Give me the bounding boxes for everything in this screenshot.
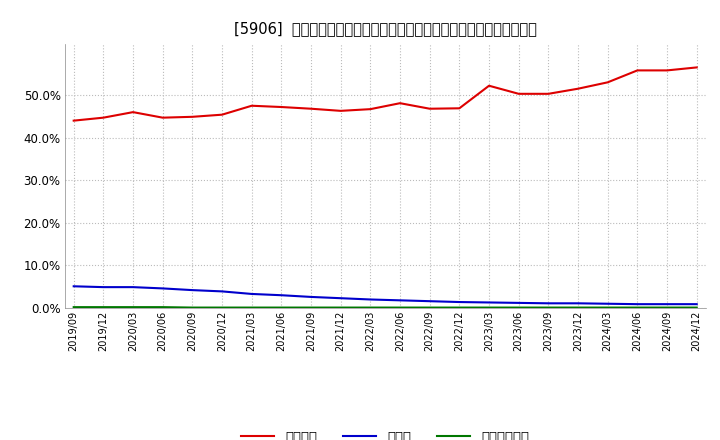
自己資本 bbox=[69, 118, 78, 123]
自己資本 bbox=[99, 115, 108, 120]
自己資本 bbox=[277, 104, 286, 110]
自己資本 bbox=[396, 101, 405, 106]
自己資本 bbox=[366, 106, 374, 112]
自己資本 bbox=[426, 106, 434, 111]
自己資本 bbox=[248, 103, 256, 108]
自己資本 bbox=[336, 108, 345, 114]
繰延税金資産 bbox=[217, 305, 226, 310]
繰延税金資産 bbox=[574, 305, 582, 310]
のれん bbox=[217, 289, 226, 294]
のれん bbox=[307, 294, 315, 300]
のれん bbox=[693, 301, 701, 307]
自己資本 bbox=[485, 83, 493, 88]
自己資本 bbox=[662, 68, 671, 73]
繰延税金資産 bbox=[158, 304, 167, 310]
自己資本 bbox=[455, 106, 464, 111]
繰延税金資産 bbox=[129, 304, 138, 310]
Line: のれん: のれん bbox=[73, 286, 697, 304]
Legend: 自己資本, のれん, 繰延税金資産: 自己資本, のれん, 繰延税金資産 bbox=[236, 425, 534, 440]
自己資本 bbox=[158, 115, 167, 120]
自己資本 bbox=[129, 110, 138, 115]
繰延税金資産 bbox=[396, 305, 405, 310]
繰延税金資産 bbox=[426, 305, 434, 310]
自己資本 bbox=[633, 68, 642, 73]
繰延税金資産 bbox=[455, 305, 464, 310]
のれん bbox=[662, 301, 671, 307]
のれん bbox=[248, 291, 256, 297]
自己資本 bbox=[514, 91, 523, 96]
繰延税金資産 bbox=[633, 305, 642, 310]
のれん bbox=[455, 299, 464, 304]
自己資本 bbox=[574, 86, 582, 92]
のれん bbox=[485, 300, 493, 305]
繰延税金資産 bbox=[248, 305, 256, 310]
のれん bbox=[574, 301, 582, 306]
のれん bbox=[514, 300, 523, 305]
のれん bbox=[69, 284, 78, 289]
繰延税金資産 bbox=[307, 305, 315, 310]
繰延税金資産 bbox=[366, 305, 374, 310]
繰延税金資産 bbox=[662, 305, 671, 310]
のれん bbox=[336, 296, 345, 301]
のれん bbox=[544, 301, 553, 306]
のれん bbox=[188, 287, 197, 293]
繰延税金資産 bbox=[277, 305, 286, 310]
繰延税金資産 bbox=[603, 305, 612, 310]
のれん bbox=[129, 285, 138, 290]
繰延税金資産 bbox=[188, 305, 197, 310]
のれん bbox=[633, 301, 642, 307]
Line: 自己資本: 自己資本 bbox=[73, 67, 697, 121]
のれん bbox=[396, 298, 405, 303]
のれん bbox=[277, 293, 286, 298]
自己資本 bbox=[693, 65, 701, 70]
繰延税金資産 bbox=[544, 305, 553, 310]
自己資本 bbox=[603, 80, 612, 85]
自己資本 bbox=[307, 106, 315, 111]
のれん bbox=[99, 285, 108, 290]
繰延税金資産 bbox=[693, 305, 701, 310]
のれん bbox=[158, 286, 167, 291]
自己資本 bbox=[188, 114, 197, 119]
Title: [5906]  自己資本、のれん、繰延税金資産の総資産に対する比率の推移: [5906] 自己資本、のれん、繰延税金資産の総資産に対する比率の推移 bbox=[234, 21, 536, 36]
自己資本 bbox=[217, 112, 226, 117]
繰延税金資産 bbox=[336, 305, 345, 310]
のれん bbox=[366, 297, 374, 302]
繰延税金資産 bbox=[99, 304, 108, 310]
繰延税金資産 bbox=[485, 305, 493, 310]
のれん bbox=[426, 299, 434, 304]
のれん bbox=[603, 301, 612, 306]
繰延税金資産 bbox=[514, 305, 523, 310]
繰延税金資産 bbox=[69, 304, 78, 310]
自己資本 bbox=[544, 91, 553, 96]
